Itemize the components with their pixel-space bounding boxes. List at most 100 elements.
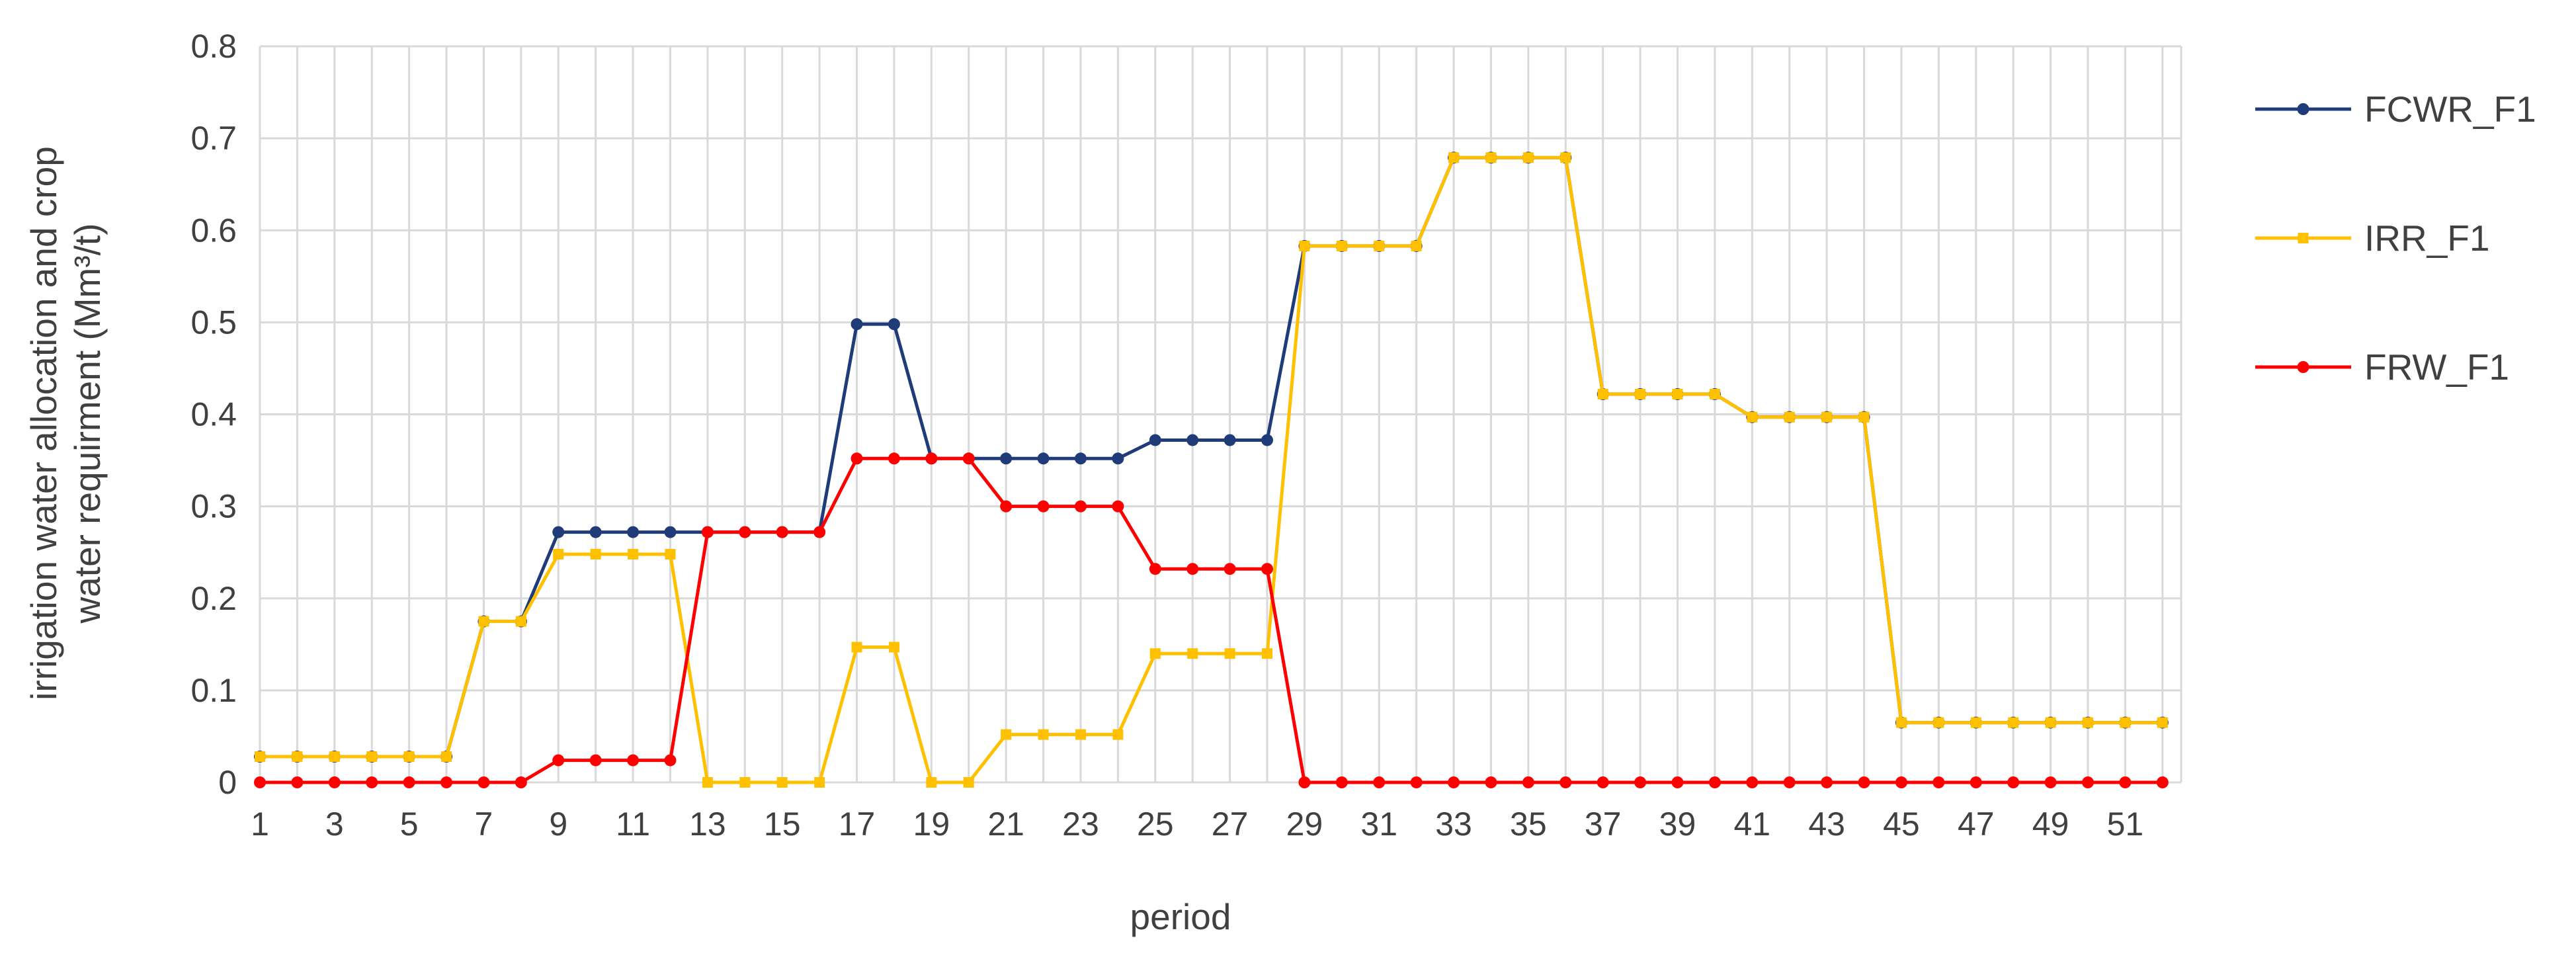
x-tick-label: 23 (1062, 806, 1099, 843)
data-point (1933, 717, 1944, 728)
data-point (515, 776, 527, 788)
series-line (260, 456, 2163, 784)
x-tick-label: 45 (1883, 806, 1920, 843)
series-FCWR_F1 (254, 151, 2169, 763)
data-point (1708, 776, 1721, 788)
data-point (1635, 388, 1646, 399)
data-point (814, 777, 825, 788)
data-point (552, 754, 565, 767)
data-point (1373, 776, 1386, 788)
data-point (701, 526, 714, 538)
legend-marker (2297, 103, 2309, 115)
data-point (1485, 776, 1497, 788)
data-point (441, 751, 452, 763)
data-point (2044, 776, 2057, 788)
x-tick-label: 39 (1659, 806, 1696, 843)
data-point (1634, 776, 1647, 788)
data-point (1298, 776, 1311, 788)
data-point (1559, 776, 1572, 788)
x-tick-label: 49 (2032, 806, 2069, 843)
x-tick-label: 47 (1958, 806, 1995, 843)
x-tick-label: 43 (1808, 806, 1845, 843)
x-tick-label: 27 (1212, 806, 1249, 843)
data-point (1597, 388, 1608, 399)
legend-label: FCWR_F1 (2364, 89, 2536, 130)
legend-marker (2298, 233, 2309, 243)
data-point (1074, 452, 1087, 465)
data-point (1485, 152, 1497, 163)
x-axis-title: period (1130, 896, 1231, 937)
x-tick-label: 1 (251, 806, 269, 843)
data-point (2081, 776, 2094, 788)
data-point (403, 751, 415, 763)
data-point (888, 642, 899, 653)
legend: FCWR_F1 IRR_F1 FRW_F1 (2255, 89, 2536, 388)
x-tick-label: 25 (1137, 806, 1174, 843)
data-point (1224, 648, 1235, 659)
data-point (776, 777, 788, 788)
series-layer (254, 151, 2169, 788)
x-tick-label: 9 (549, 806, 567, 843)
y-axis-title-line2: water requirment (Mm³/t) (67, 223, 108, 624)
x-tick-label: 51 (2107, 806, 2144, 843)
legend-marker (2297, 361, 2309, 373)
data-point (1149, 648, 1161, 659)
data-point (1895, 776, 1907, 788)
data-point (1970, 776, 1982, 788)
data-point (1262, 648, 1273, 659)
data-point (702, 777, 713, 788)
data-point (1261, 563, 1274, 575)
data-point (1001, 729, 1012, 740)
data-point (590, 548, 601, 560)
x-tick-label: 37 (1585, 806, 1622, 843)
data-point (292, 751, 303, 763)
legend-item: FRW_F1 (2255, 347, 2509, 388)
data-point (888, 452, 900, 465)
data-point (328, 776, 341, 788)
legend-label: FRW_F1 (2364, 347, 2509, 388)
data-point (1299, 240, 1310, 251)
data-point (1597, 776, 1609, 788)
x-tick-label: 5 (400, 806, 419, 843)
data-point (1112, 729, 1124, 740)
data-point (478, 616, 489, 627)
y-tick-label: 0 (218, 764, 237, 801)
x-tick-label: 3 (325, 806, 344, 843)
data-point (813, 526, 826, 538)
data-point (1747, 411, 1758, 423)
data-point (739, 777, 751, 788)
data-point (665, 548, 676, 560)
data-point (925, 452, 938, 465)
data-point (1186, 563, 1199, 575)
data-point (1224, 563, 1236, 575)
x-tick-label: 33 (1435, 806, 1472, 843)
data-point (1074, 500, 1087, 513)
x-tick-label: 17 (839, 806, 876, 843)
data-point (1336, 240, 1347, 251)
data-point (776, 526, 788, 538)
data-point (478, 776, 490, 788)
data-point (888, 318, 900, 331)
data-point (1335, 776, 1348, 788)
series-line (260, 155, 2163, 759)
data-point (2008, 717, 2019, 728)
data-point (1970, 717, 1981, 728)
data-point (1000, 452, 1013, 465)
data-point (2119, 776, 2132, 788)
data-point (2082, 717, 2093, 728)
data-point (2120, 717, 2131, 728)
data-point (366, 776, 378, 788)
data-point (1112, 452, 1124, 465)
data-point (851, 318, 863, 331)
data-point (1932, 776, 1945, 788)
data-point (1037, 500, 1050, 513)
x-tick-label: 35 (1510, 806, 1547, 843)
data-point (1186, 434, 1199, 446)
data-point (926, 777, 937, 788)
data-point (2045, 717, 2056, 728)
data-point (1448, 776, 1460, 788)
data-point (1784, 411, 1795, 423)
data-point (1821, 776, 1833, 788)
data-point (403, 776, 415, 788)
